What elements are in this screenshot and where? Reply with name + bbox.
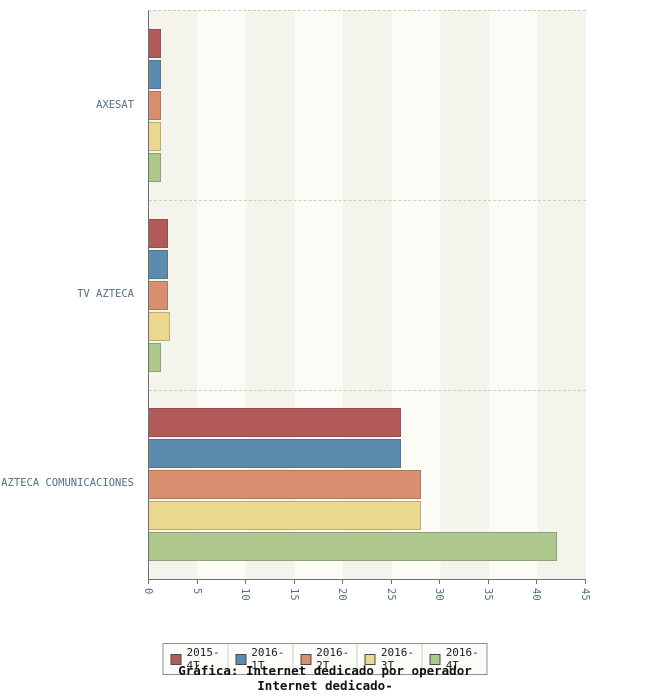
bar-2015-4t-tv-azteca — [149, 218, 169, 248]
legend-swatch-2016-4t — [429, 653, 441, 665]
x-axis-tick — [585, 580, 586, 584]
x-axis-tick-label: 15 — [287, 588, 300, 601]
legend-label-2016-4t: 2016-4T — [445, 646, 479, 672]
legend-item-2016-1t: 2016-1T — [227, 644, 292, 674]
x-axis: 0 5 10 15 20 25 30 35 40 45 — [142, 580, 593, 635]
group-separator — [149, 389, 586, 391]
x-axis-tick — [390, 580, 392, 584]
bar-2016-2t-azteca-comunicaciones — [149, 469, 421, 499]
x-axis-tick — [293, 580, 295, 584]
x-axis-tick — [245, 580, 247, 584]
x-axis-tick — [536, 580, 538, 584]
bar-2015-4t-axesat — [149, 29, 161, 59]
x-axis-tick — [196, 580, 198, 584]
x-axis-tick — [342, 580, 344, 584]
x-axis-tick-label: 20 — [336, 588, 349, 601]
x-axis-tick — [439, 580, 441, 584]
bar-2016-2t-tv-azteca — [149, 280, 169, 310]
bar-2016-2t-axesat — [149, 91, 161, 121]
legend-swatch-2016-2t — [300, 653, 312, 665]
legend-item-2016-2t: 2016-2T — [292, 644, 357, 674]
group-separator — [149, 200, 586, 202]
x-axis-tick — [148, 580, 149, 584]
bar-2016-1t-axesat — [149, 60, 161, 90]
bar-2015-4t-azteca-comunicaciones — [149, 407, 402, 437]
legend-swatch-2016-3t — [364, 653, 376, 665]
x-axis-tick-label: 0 — [142, 588, 154, 595]
y-axis-labels: AXESAT TV AZTECA AZTECA COMUNICACIONES — [0, 0, 141, 700]
bar-2016-4t-tv-azteca — [149, 342, 161, 372]
chart-title: Gráfica: Internet dedicado por operador — [178, 663, 472, 678]
x-axis-tick-label: 30 — [433, 588, 446, 601]
bar-2016-3t-tv-azteca — [149, 311, 171, 341]
bar-2016-3t-azteca-comunicaciones — [149, 500, 421, 530]
x-axis-tick-label: 25 — [384, 588, 397, 601]
bar-2016-4t-axesat — [149, 153, 161, 183]
x-axis-tick-label: 45 — [579, 588, 591, 601]
legend-swatch-2015-4t — [170, 653, 182, 665]
legend-item-2015-4t: 2015-4T — [164, 644, 228, 674]
legend-label-2016-2t: 2016-2T — [316, 646, 350, 672]
legend-label-2016-1t: 2016-1T — [251, 646, 285, 672]
legend: 2015-4T 2016-1T 2016-2T 2016-3T 2016-4T — [162, 643, 488, 675]
legend-item-2016-3t: 2016-3T — [356, 644, 422, 674]
legend-item-2016-4t: 2016-4T — [421, 644, 487, 674]
y-axis-label-axesat: AXESAT — [96, 98, 134, 111]
bar-2016-3t-axesat — [149, 122, 161, 152]
legend-label-2016-3t: 2016-3T — [380, 646, 415, 672]
x-axis-tick-label: 40 — [530, 588, 543, 601]
y-axis-label-azteca-comunicaciones: AZTECA COMUNICACIONES — [1, 477, 134, 490]
x-axis-tick-label: 5 — [190, 588, 203, 595]
chart-subtitle: Internet dedicado- — [257, 678, 393, 693]
bar-2016-4t-azteca-comunicaciones — [149, 531, 557, 561]
plot-area — [148, 10, 586, 580]
bar-2016-1t-tv-azteca — [149, 249, 169, 279]
x-axis-tick-label: 10 — [239, 588, 252, 601]
legend-label-2015-4t: 2015-4T — [186, 646, 220, 672]
bar-2016-1t-azteca-comunicaciones — [149, 438, 402, 468]
y-axis-label-tv-azteca: TV AZTECA — [77, 288, 134, 300]
x-axis-tick-label: 35 — [481, 588, 494, 601]
legend-swatch-2016-1t — [235, 653, 247, 665]
x-axis-tick — [487, 580, 489, 584]
